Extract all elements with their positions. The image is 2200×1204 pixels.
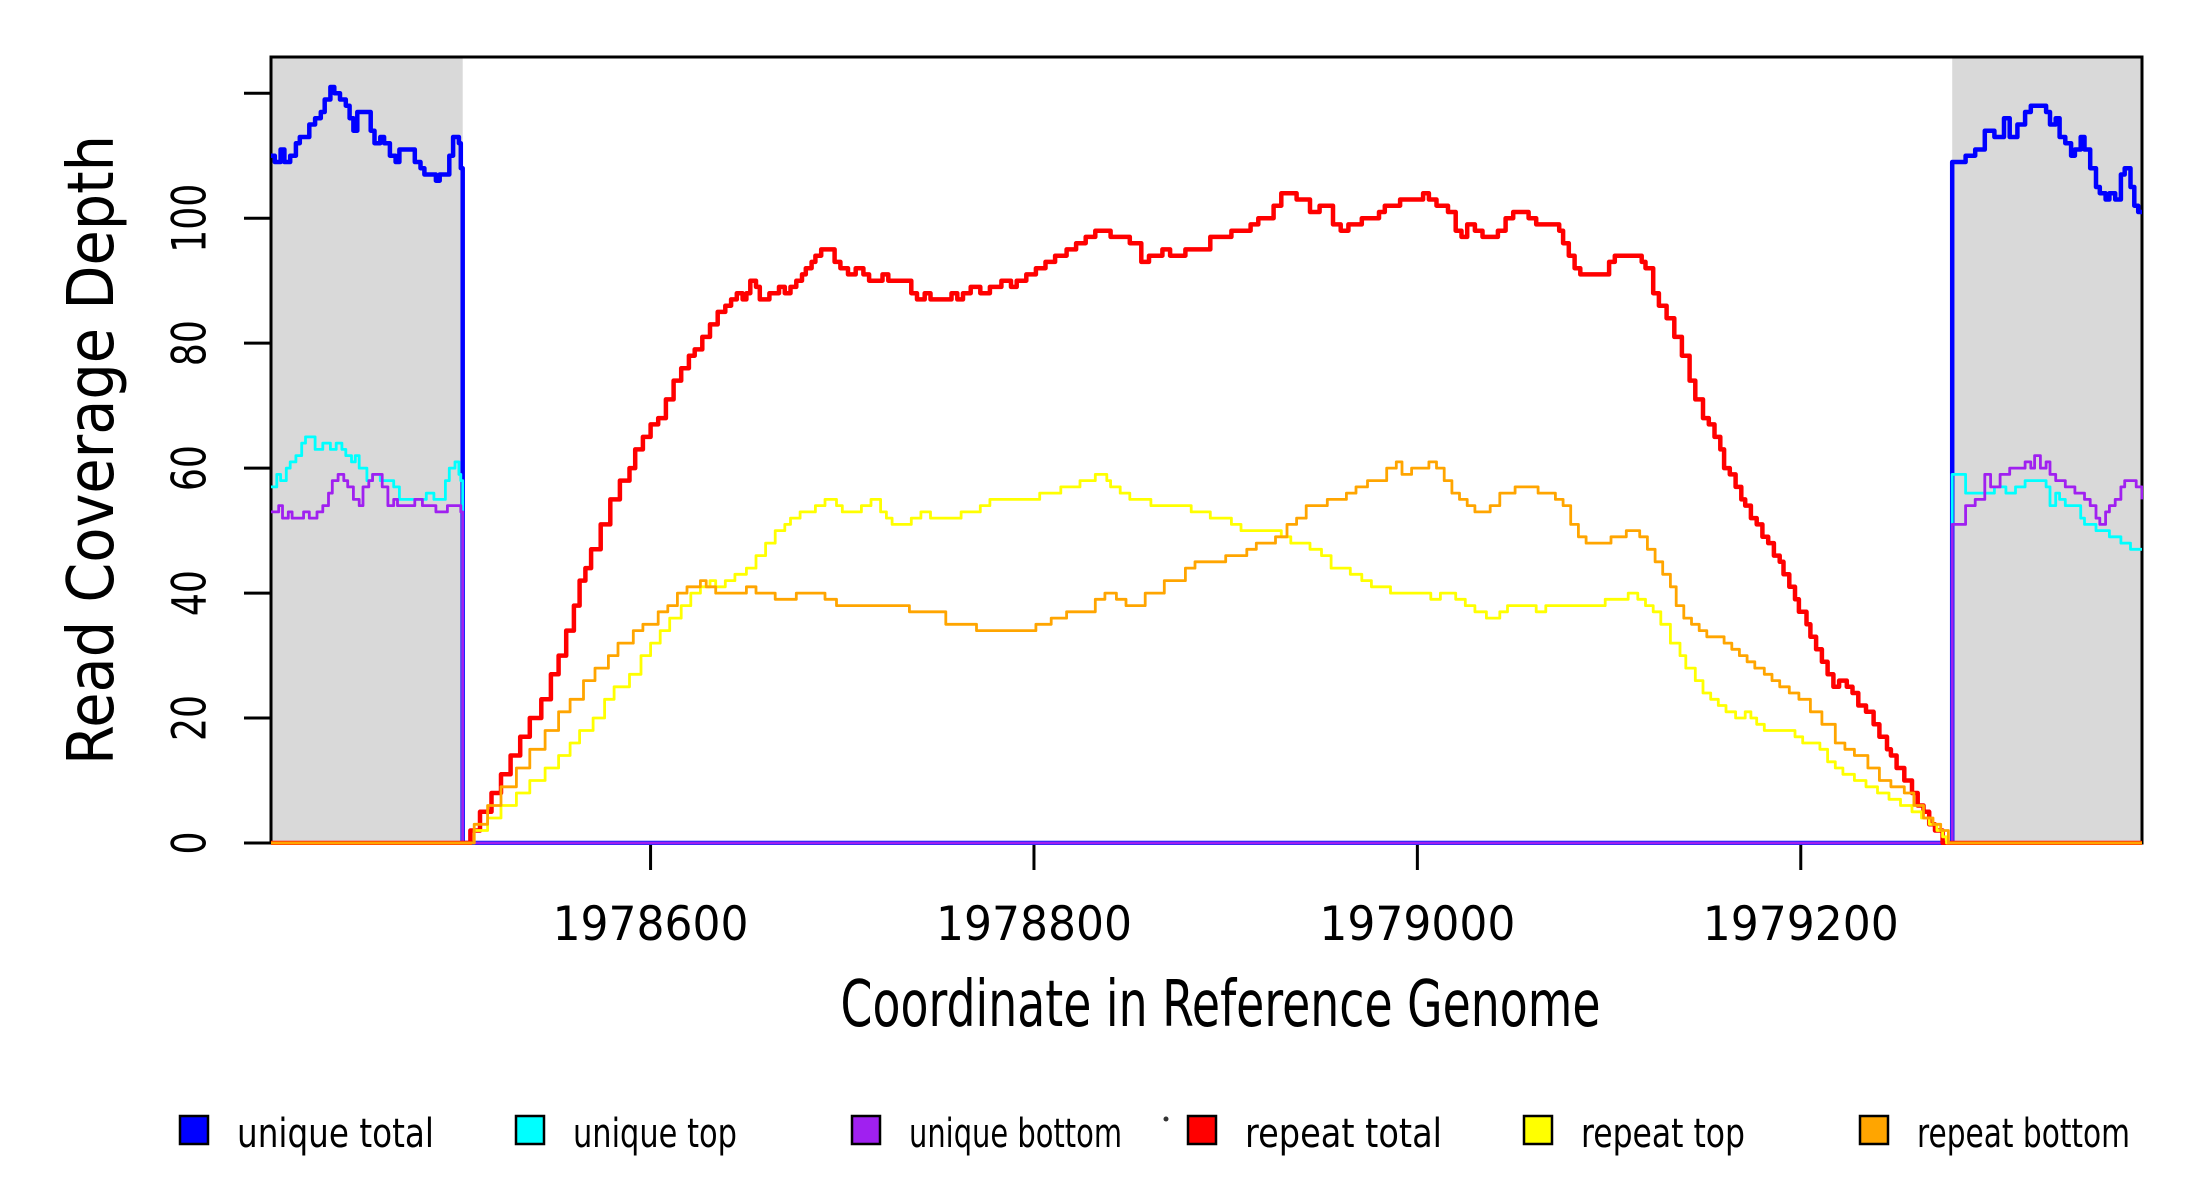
series-repeat-total [271, 190, 2142, 845]
x-axis-title: Coordinate in Reference Genome [841, 968, 1601, 1042]
y-axis-title: Read Coverage Depth [55, 135, 129, 765]
legend-label-unique-bottom: unique bottom [909, 1111, 1122, 1157]
legend-label-repeat-top: repeat top [1581, 1111, 1745, 1157]
x-tick-label: 1978800 [936, 897, 1132, 952]
series-repeat-top [271, 473, 2142, 845]
y-tick-label: 40 [163, 570, 218, 616]
legend-swatch-unique-total [178, 1114, 210, 1146]
x-tick-label: 1979200 [1703, 897, 1899, 952]
x-tick-label: 1978600 [553, 897, 749, 952]
legend-label-repeat-total: repeat total [1245, 1111, 1442, 1157]
axis-titles: Coordinate in Reference Genome Read Cover… [55, 135, 1601, 1042]
legend-swatch-unique-top [514, 1114, 546, 1146]
y-tick-label: 60 [163, 445, 218, 491]
series-unique-top [271, 435, 2142, 845]
series-unique-bottom [271, 454, 2143, 845]
axis-ticks [244, 91, 1803, 870]
y-tick-label: 0 [163, 832, 218, 855]
shaded-unique-regions [271, 57, 2142, 843]
legend-swatch-repeat-bottom [1858, 1114, 1890, 1146]
y-tick-label: 100 [163, 184, 218, 253]
plot-box [269, 55, 2144, 845]
legend-label-unique-total: unique total [237, 1111, 434, 1157]
legend-label-unique-top: unique top [573, 1111, 737, 1157]
legend-artifact-dot [1163, 1116, 1169, 1122]
axis-tick-labels: 1978600 1978800 1979000 1979200 0 20 40 60 80 100 [163, 184, 1899, 952]
legend-swatch-repeat-total [1186, 1114, 1218, 1146]
series-unique-total [271, 84, 2142, 845]
x-tick-label: 1979000 [1319, 897, 1515, 952]
y-tick-label: 80 [163, 320, 218, 366]
legend-swatch-unique-bottom [850, 1114, 882, 1146]
legend-label-repeat-bottom: repeat bottom [1917, 1111, 2130, 1157]
plot-border [269, 55, 2144, 845]
y-tick-label: 20 [163, 695, 218, 741]
unique-flank-right [1952, 57, 2142, 843]
series-repeat-bottom [271, 460, 2142, 845]
legend-swatch-repeat-top [1522, 1114, 1554, 1146]
legend: unique total unique top unique bottom repea… [178, 1111, 2130, 1157]
data-series [271, 84, 2143, 845]
